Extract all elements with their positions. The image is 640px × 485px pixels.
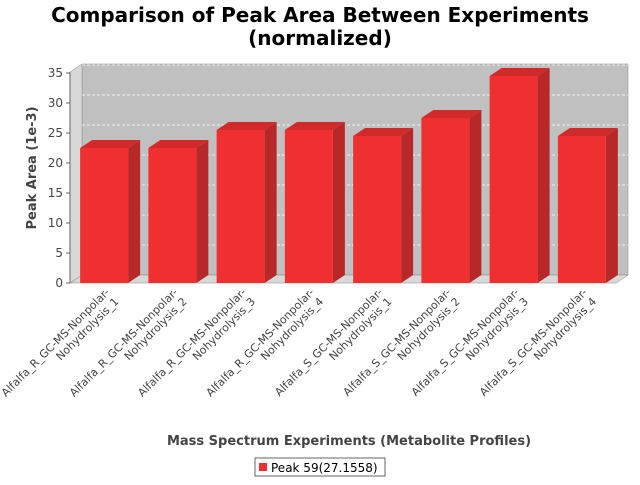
bar-top: [489, 68, 550, 76]
bar-top: [216, 122, 277, 130]
y-tick-label: 0: [55, 276, 63, 290]
bar-side: [469, 110, 482, 283]
plot-area: 0 5 10 15 20 25 30 35 Alfalfa_R_GC-MS-Nonpolar-N…: [0, 63, 629, 409]
y-axis-label: Peak Area (1e-3): [25, 106, 40, 229]
y-tick-label: 25: [48, 126, 63, 140]
bar: [489, 76, 538, 283]
bar: [80, 148, 129, 283]
bar-top: [80, 140, 141, 148]
x-axis-label: Mass Spectrum Experiments (Metabolite Pr…: [167, 434, 531, 449]
chart-subtitle: (normalized): [248, 26, 392, 50]
bar-side: [401, 128, 414, 283]
bar-side: [332, 122, 345, 283]
legend: Peak 59(27.1558): [254, 457, 386, 477]
bar-top: [421, 110, 482, 118]
legend-box: [254, 457, 386, 477]
bar-side: [264, 122, 277, 283]
bar-side: [605, 128, 618, 283]
bar: [216, 130, 265, 283]
bar-side: [196, 140, 209, 283]
y-tick-label: 20: [48, 156, 63, 170]
legend-series-label: Peak 59(27.1558): [271, 461, 378, 475]
chart-title: Comparison of Peak Area Between Experime…: [51, 3, 589, 27]
bar: [353, 136, 402, 283]
bar-top: [148, 140, 209, 148]
y-tick-label: 15: [48, 186, 63, 200]
bar-side: [128, 140, 141, 283]
bar-top: [557, 128, 618, 136]
y-tick-label: 5: [55, 246, 63, 260]
y-tick-label: 10: [48, 216, 63, 230]
bar: [148, 148, 197, 283]
bar: [284, 130, 333, 283]
bar: [421, 118, 470, 283]
bar: [557, 136, 606, 283]
legend-swatch: [259, 463, 267, 471]
y-tick-label: 30: [48, 96, 63, 110]
bar-top: [284, 122, 345, 130]
x-tick-label: Alfalfa_R_GC-MS-Nonpolar-Nohydrolysis_1: [0, 286, 121, 409]
bar-top: [353, 128, 414, 136]
y-tick-label: 35: [48, 66, 63, 80]
bar-side: [537, 68, 550, 283]
